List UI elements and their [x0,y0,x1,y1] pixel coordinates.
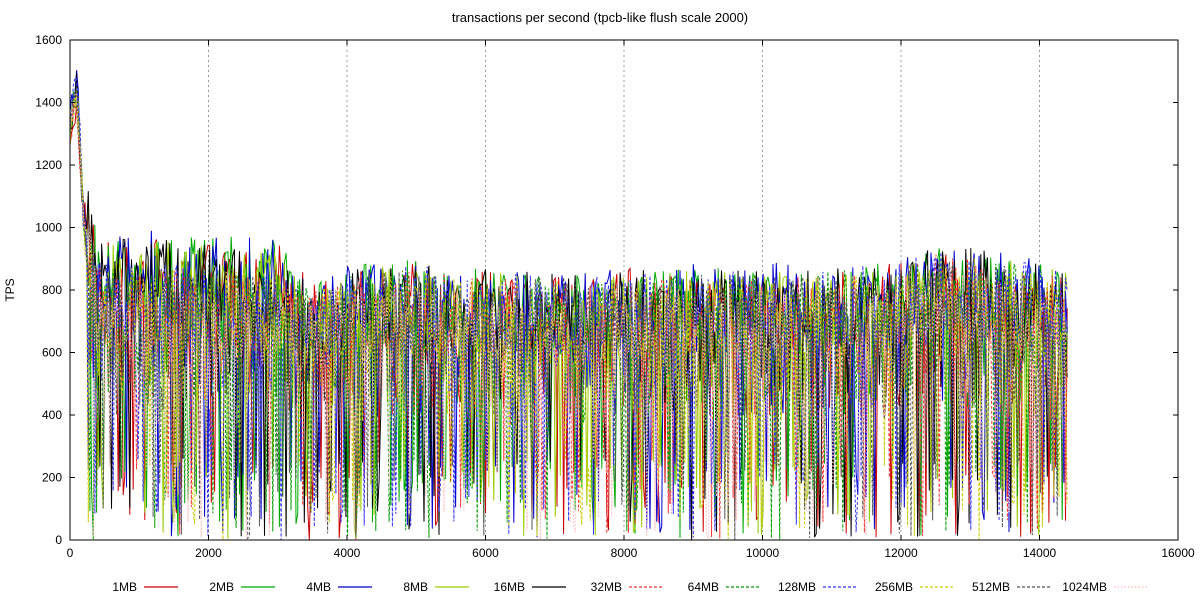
x-tick-label: 8000 [611,546,638,560]
y-tick-label: 400 [42,408,62,422]
legend-label: 1024MB [1062,580,1107,594]
x-tick-label: 10000 [746,546,780,560]
y-tick-label: 1600 [35,33,62,47]
x-tick-label: 14000 [1023,546,1057,560]
legend: 1MB 2MB 4MB 8MB 16MB 32MB 64MB 128MB 256MB 512MB 1… [112,580,1148,594]
y-tick-label: 1200 [35,158,62,172]
series-line-512MB [69,89,1068,541]
y-axis-label: TPS [3,278,17,301]
y-tick-label: 200 [42,471,62,485]
chart-title: transactions per second (tpcb-like flush… [452,10,748,25]
series-line-64MB [69,97,1068,540]
legend-label: 8MB [403,580,428,594]
y-tick-label: 0 [55,533,62,547]
legend-label: 4MB [306,580,331,594]
legend-label: 64MB [688,580,719,594]
x-tick-label: 2000 [195,546,222,560]
y-tick-label: 800 [42,283,62,297]
y-tick-label: 1000 [35,221,62,235]
x-axis: 0 2000 4000 6000 8000 10000 12000 14000 16000 [67,40,1195,560]
y-axis: 0 200 400 600 800 1000 1200 1400 1600 [35,33,1178,547]
x-tick-label: 6000 [472,546,499,560]
x-tick-label: 16000 [1161,546,1195,560]
legend-label: 512MB [972,580,1010,594]
y-tick-label: 1400 [35,96,62,110]
series-line-4MB [69,70,1068,538]
legend-label: 256MB [875,580,913,594]
plot-area [69,70,1068,541]
legend-label: 32MB [591,580,622,594]
x-tick-label: 12000 [884,546,918,560]
x-tick-label: 0 [67,546,74,560]
legend-label: 2MB [209,580,234,594]
legend-label: 1MB [112,580,137,594]
legend-label: 128MB [778,580,816,594]
y-tick-label: 600 [42,346,62,360]
x-tick-label: 4000 [334,546,361,560]
legend-label: 16MB [494,580,525,594]
